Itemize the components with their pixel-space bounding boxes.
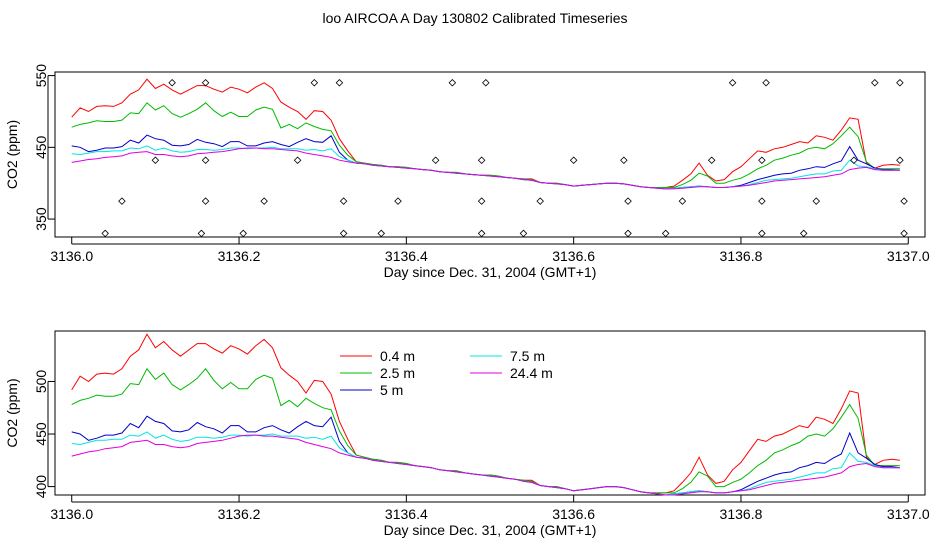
y-tick-label: 450 (33, 135, 49, 159)
data-point-marker (758, 156, 766, 165)
x-tick-label: 3136.0 (50, 248, 93, 264)
series-line-7-5-mm (71, 431, 900, 496)
data-point-marker (896, 78, 904, 87)
plot-frame (54, 71, 926, 238)
data-point-marker (871, 78, 879, 87)
data-point-marker (728, 78, 737, 87)
x-tick-label: 3137.0 (887, 506, 930, 522)
data-point-marker (799, 229, 808, 238)
data-point-marker (477, 197, 486, 205)
data-point-marker (293, 156, 302, 165)
series-line-7-5-mm (71, 145, 900, 190)
y-axis-label: CO2 (ppm) (4, 120, 20, 189)
y-axis-label: CO2 (ppm) (4, 378, 20, 447)
data-point-marker (151, 156, 160, 165)
x-tick-label: 3137.0 (887, 248, 930, 264)
data-point-marker (168, 78, 176, 87)
data-point-marker (812, 197, 821, 205)
series-line-24-4-mm (71, 147, 900, 190)
data-point-marker (900, 197, 908, 205)
data-point-marker (624, 229, 632, 238)
x-tick-label: 3136.8 (720, 248, 763, 264)
series-line-0-4-mm (71, 78, 900, 188)
legend-label: 7.5 m (510, 348, 545, 364)
chart-title: loo AIRCOA A Day 130802 Calibrated Times… (322, 10, 628, 26)
x-tick-label: 3136.4 (385, 506, 428, 522)
data-point-marker (239, 229, 247, 238)
data-point-marker (569, 156, 578, 165)
data-point-marker (477, 156, 486, 165)
data-point-marker (758, 229, 766, 238)
x-tick-label: 3136.6 (552, 248, 595, 264)
data-point-marker (431, 156, 440, 165)
data-point-marker (482, 78, 490, 87)
data-point-marker (678, 197, 687, 205)
data-point-marker (201, 156, 210, 165)
data-point-marker (850, 156, 858, 165)
x-tick-label: 3136.2 (218, 248, 261, 264)
legend-label: 24.4 m (510, 365, 553, 381)
data-point-marker (335, 78, 344, 87)
data-point-marker (197, 229, 206, 238)
y-tick-label: 500 (33, 370, 49, 394)
data-point-marker (118, 197, 126, 205)
data-point-marker (661, 229, 670, 238)
series-line-2-5-mm (71, 367, 900, 494)
x-tick-label: 3136.0 (50, 506, 93, 522)
panel-2: 3136.0 3136.2 3136.4 3136.6 3136.8 3137.0 Day … (4, 330, 930, 538)
x-axis-label: Day since Dec. 31, 2004 (GMT+1) (384, 264, 597, 280)
data-point-marker (620, 156, 628, 165)
series-line-0-4-mm (71, 333, 900, 494)
data-point-marker (519, 229, 528, 238)
data-point-marker (201, 78, 210, 87)
data-point-marker (900, 229, 908, 238)
x-axis-label: Day since Dec. 31, 2004 (GMT+1) (384, 522, 597, 538)
data-point-marker (477, 229, 486, 238)
data-point-marker (339, 229, 348, 238)
legend-label: 0.4 m (380, 348, 415, 364)
data-point-marker (448, 78, 457, 87)
series-line-24-4-mm (71, 434, 900, 496)
panel-1: 3136.0 3136.2 3136.4 3136.6 3136.8 3137.0 Day … (4, 64, 930, 280)
data-point-marker (260, 197, 268, 205)
data-point-marker (762, 78, 770, 87)
x-tick-label: 3136.6 (552, 506, 595, 522)
data-point-marker (377, 229, 386, 238)
data-point-marker (101, 229, 109, 238)
data-point-marker (394, 197, 402, 205)
y-tick-label: 350 (33, 207, 49, 231)
x-tick-label: 3136.2 (218, 506, 261, 522)
data-point-marker (624, 197, 632, 205)
y-tick-label: 400 (33, 475, 49, 499)
data-point-marker (339, 197, 348, 205)
x-tick-label: 3136.8 (720, 506, 763, 522)
data-point-marker (310, 78, 319, 87)
y-tick-label: 450 (33, 422, 49, 446)
data-point-marker (536, 197, 544, 205)
plot-frame (54, 330, 926, 496)
x-tick-label: 3136.4 (385, 248, 428, 264)
data-point-marker (896, 156, 904, 165)
data-point-marker (707, 156, 716, 165)
data-point-marker (758, 197, 766, 205)
y-tick-label: 550 (33, 64, 49, 88)
legend-label: 2.5 m (380, 365, 415, 381)
data-point-marker (201, 197, 210, 205)
legend-label: 5 m (380, 382, 403, 398)
